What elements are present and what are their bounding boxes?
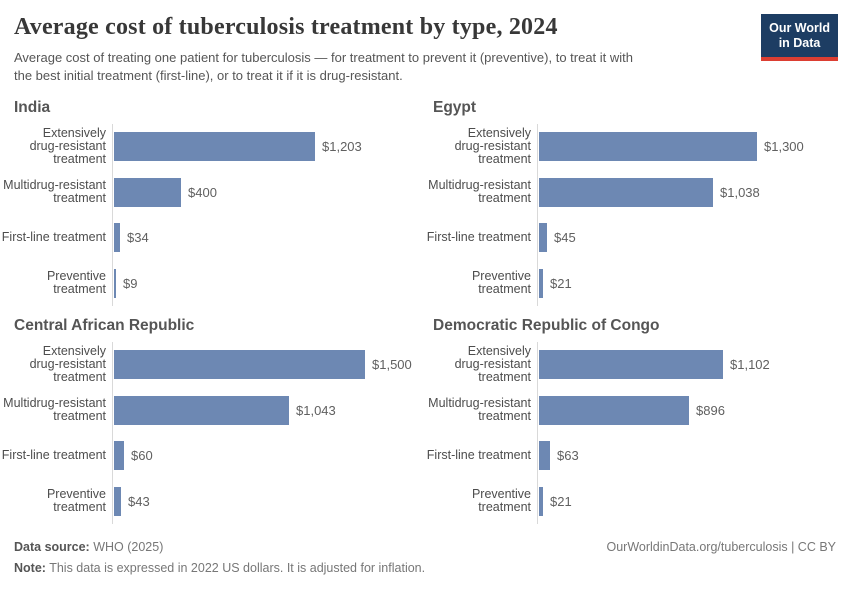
logo-text-line1: Our World — [769, 21, 830, 35]
category-label: Extensively drug-resistant treatment — [454, 344, 531, 385]
bar[interactable] — [539, 268, 543, 298]
category-label: Extensively drug-resistant treatment — [29, 126, 106, 167]
bar[interactable] — [114, 350, 365, 380]
value-label: $1,300 — [764, 139, 804, 155]
panel-title: Democratic Republic of Congo — [433, 317, 660, 334]
chart-title: Average cost of tuberculosis treatment b… — [14, 14, 558, 40]
value-label: $45 — [554, 230, 576, 246]
bar-row: First-line treatment $63 — [425, 433, 850, 479]
bar-row: Multidrug-resistant treatment $1,038 — [425, 170, 850, 216]
bar[interactable] — [539, 132, 757, 162]
bar-row: Extensively drug-resistant treatment $1,2… — [0, 124, 425, 170]
bar-row: Preventive treatment $21 — [425, 479, 850, 525]
value-label: $21 — [550, 275, 572, 291]
footer-left: Data source: WHO (2025) Note: This data … — [14, 537, 425, 579]
owid-attribution-link[interactable]: OurWorldinData.org/tuberculosis | CC BY — [606, 540, 837, 554]
bar-row: Preventive treatment $21 — [425, 261, 850, 307]
note-text: This data is expressed in 2022 US dollar… — [45, 561, 426, 575]
panel-title: India — [14, 99, 51, 116]
bar[interactable] — [539, 223, 547, 253]
value-label: $9 — [123, 275, 138, 291]
bar-row: Preventive treatment $9 — [0, 261, 425, 307]
category-label: First-line treatment — [1, 448, 106, 463]
bar-row: First-line treatment $45 — [425, 215, 850, 261]
header-text: Average cost of tuberculosis treatment b… — [14, 14, 633, 84]
panel-title: Egypt — [433, 99, 477, 116]
bar-row: Extensively drug-resistant treatment $1,5… — [0, 342, 425, 388]
value-label: $60 — [131, 448, 153, 464]
bar[interactable] — [114, 223, 120, 253]
panel-title: Central African Republic — [14, 317, 195, 334]
value-label: $1,203 — [322, 139, 362, 155]
value-label: $1,102 — [730, 357, 770, 373]
value-label: $1,043 — [296, 402, 336, 418]
data-source-label: Data source: — [14, 540, 90, 554]
bar[interactable] — [114, 441, 124, 471]
category-label: First-line treatment — [426, 448, 531, 463]
footer: Data source: WHO (2025) Note: This data … — [0, 537, 850, 579]
value-label: $43 — [128, 493, 150, 509]
note-label: Note: — [14, 561, 46, 575]
bar[interactable] — [114, 486, 121, 516]
value-label: $21 — [550, 493, 572, 509]
bar-row: Extensively drug-resistant treatment $1,1… — [425, 342, 850, 388]
owid-logo[interactable]: Our World in Data — [761, 14, 838, 61]
category-label: Preventive treatment — [471, 487, 531, 515]
header: Average cost of tuberculosis treatment b… — [0, 0, 850, 84]
data-source-text: WHO (2025) — [89, 540, 164, 554]
value-label: $896 — [696, 402, 725, 418]
panel-democratic-republic-of-congo: Democratic Republic of Congo Extensively… — [425, 316, 850, 524]
category-label: Extensively drug-resistant treatment — [29, 344, 106, 385]
y-axis-line — [112, 124, 113, 306]
category-label: Preventive treatment — [471, 269, 531, 297]
bar-row: Multidrug-resistant treatment $1,043 — [0, 388, 425, 434]
value-label: $400 — [188, 184, 217, 200]
value-label: $1,500 — [372, 357, 412, 373]
bar[interactable] — [539, 486, 543, 516]
category-label: Preventive treatment — [46, 269, 106, 297]
value-label: $1,038 — [720, 184, 760, 200]
category-label: Extensively drug-resistant treatment — [454, 126, 531, 167]
bar[interactable] — [114, 268, 116, 298]
value-label: $63 — [557, 448, 579, 464]
bar[interactable] — [539, 177, 713, 207]
bar[interactable] — [539, 395, 689, 425]
y-axis-line — [537, 124, 538, 306]
category-label: Multidrug-resistant treatment — [3, 178, 106, 206]
bar-row: Extensively drug-resistant treatment $1,3… — [425, 124, 850, 170]
rows: Extensively drug-resistant treatment $1,3… — [425, 124, 850, 306]
bar-row: First-line treatment $34 — [0, 215, 425, 261]
y-axis-line — [537, 342, 538, 524]
bar[interactable] — [114, 132, 315, 162]
bar[interactable] — [114, 177, 181, 207]
bar[interactable] — [539, 350, 723, 380]
panel-india: India Extensively drug-resistant treatme… — [0, 98, 425, 306]
rows: Extensively drug-resistant treatment $1,5… — [0, 342, 425, 524]
category-label: Multidrug-resistant treatment — [3, 396, 106, 424]
panel-central-african-republic: Central African Republic Extensively dru… — [0, 316, 425, 524]
bar-row: Multidrug-resistant treatment $400 — [0, 170, 425, 216]
rows: Extensively drug-resistant treatment $1,1… — [425, 342, 850, 524]
panel-egypt: Egypt Extensively drug-resistant treatme… — [425, 98, 850, 306]
bar-row: First-line treatment $60 — [0, 433, 425, 479]
small-multiples-grid: India Extensively drug-resistant treatme… — [0, 98, 850, 524]
bar-row: Preventive treatment $43 — [0, 479, 425, 525]
y-axis-line — [112, 342, 113, 524]
bar[interactable] — [539, 441, 550, 471]
category-label: First-line treatment — [426, 230, 531, 245]
category-label: Multidrug-resistant treatment — [428, 396, 531, 424]
chart-subtitle: Average cost of treating one patient for… — [14, 50, 634, 83]
data-source-line: Data source: WHO (2025) — [14, 537, 425, 558]
bar[interactable] — [114, 395, 289, 425]
note-line: Note: This data is expressed in 2022 US … — [14, 558, 425, 579]
value-label: $34 — [127, 230, 149, 246]
category-label: Multidrug-resistant treatment — [428, 178, 531, 206]
category-label: Preventive treatment — [46, 487, 106, 515]
bar-row: Multidrug-resistant treatment $896 — [425, 388, 850, 434]
logo-text-line2: in Data — [778, 36, 821, 50]
rows: Extensively drug-resistant treatment $1,2… — [0, 124, 425, 306]
category-label: First-line treatment — [1, 230, 106, 245]
